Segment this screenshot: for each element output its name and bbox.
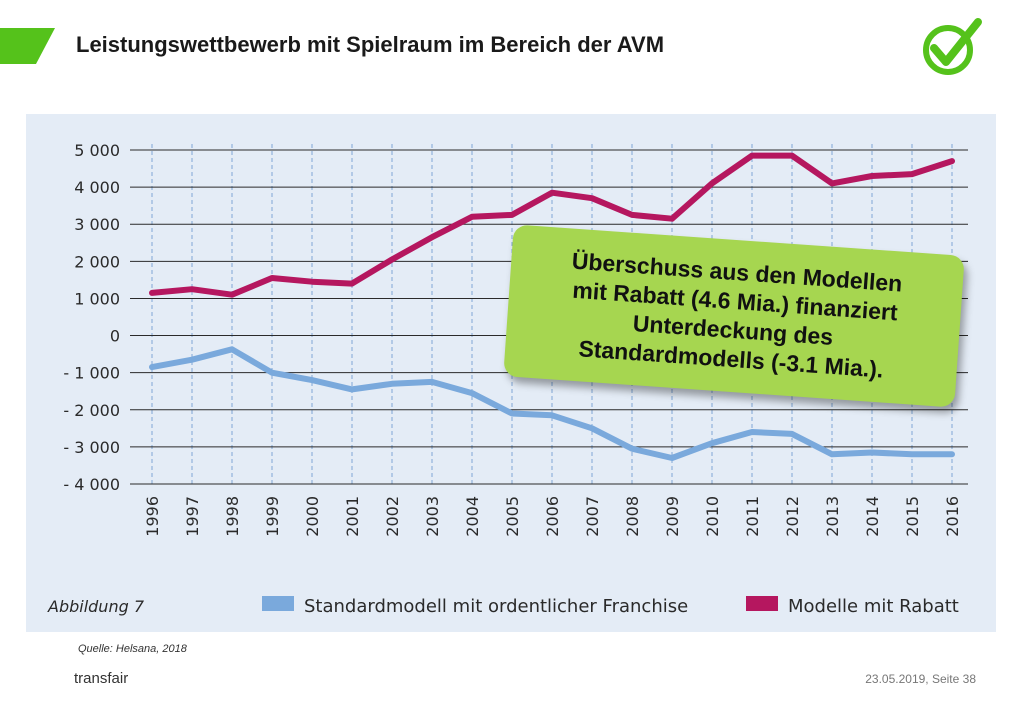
x-tick-label: 2015 xyxy=(903,496,922,537)
y-tick-label: 5 000 xyxy=(74,141,120,160)
x-tick-label: 2009 xyxy=(663,496,682,537)
x-tick-label: 1998 xyxy=(223,496,242,537)
x-tick-label: 2010 xyxy=(703,496,722,537)
x-tick-label: 2013 xyxy=(823,496,842,537)
x-tick-label: 2007 xyxy=(583,496,602,537)
legend-label: Standardmodell mit ordentlicher Franchis… xyxy=(304,596,688,617)
x-tick-label: 2016 xyxy=(943,496,962,537)
x-tick-label: 2003 xyxy=(423,496,442,537)
x-tick-label: 2012 xyxy=(783,496,802,537)
x-tick-label: 1997 xyxy=(183,496,202,537)
legend-swatch xyxy=(746,596,778,611)
annotation-callout: Überschuss aus den Modellen mit Rabatt (… xyxy=(503,224,965,408)
y-tick-label: 0 xyxy=(110,327,120,346)
checkmark-circle-icon xyxy=(923,18,982,75)
header-accent-bar xyxy=(0,28,55,64)
x-tick-label: 2002 xyxy=(383,496,402,537)
y-tick-label: - 1 000 xyxy=(63,364,120,383)
x-tick-label: 2000 xyxy=(303,496,322,537)
x-tick-label: 2006 xyxy=(543,496,562,537)
date-page-info: 23.05.2019, Seite 38 xyxy=(865,672,976,686)
x-tick-label: 2011 xyxy=(743,496,762,537)
x-tick-label: 2005 xyxy=(503,496,522,537)
series-line-standardmodell xyxy=(149,346,955,461)
page-title: Leistungswettbewerb mit Spielraum im Ber… xyxy=(76,32,665,57)
x-tick-label: 1999 xyxy=(263,496,282,537)
figure-label: Abbildung 7 xyxy=(47,597,145,616)
x-tick-label: 2014 xyxy=(863,496,882,537)
x-tick-label: 1996 xyxy=(143,496,162,537)
y-tick-label: 1 000 xyxy=(74,289,120,308)
y-tick-label: - 4 000 xyxy=(63,475,120,494)
series-line-rabatt xyxy=(149,152,955,298)
y-tick-label: - 2 000 xyxy=(63,401,120,420)
brand-name: transfair xyxy=(74,670,129,687)
legend-swatch xyxy=(262,596,294,611)
legend-label: Modelle mit Rabatt xyxy=(788,596,959,617)
x-tick-label: 2008 xyxy=(623,496,642,537)
x-tick-label: 2004 xyxy=(463,496,482,537)
annotation-text: Überschuss aus den Modellen mit Rabatt (… xyxy=(571,247,904,383)
y-tick-label: 4 000 xyxy=(74,178,120,197)
y-tick-label: 3 000 xyxy=(74,215,120,234)
y-tick-label: - 3 000 xyxy=(63,438,120,457)
x-tick-label: 2001 xyxy=(343,496,362,537)
y-tick-label: 2 000 xyxy=(74,252,120,271)
source-note: Quelle: Helsana, 2018 xyxy=(78,643,187,655)
